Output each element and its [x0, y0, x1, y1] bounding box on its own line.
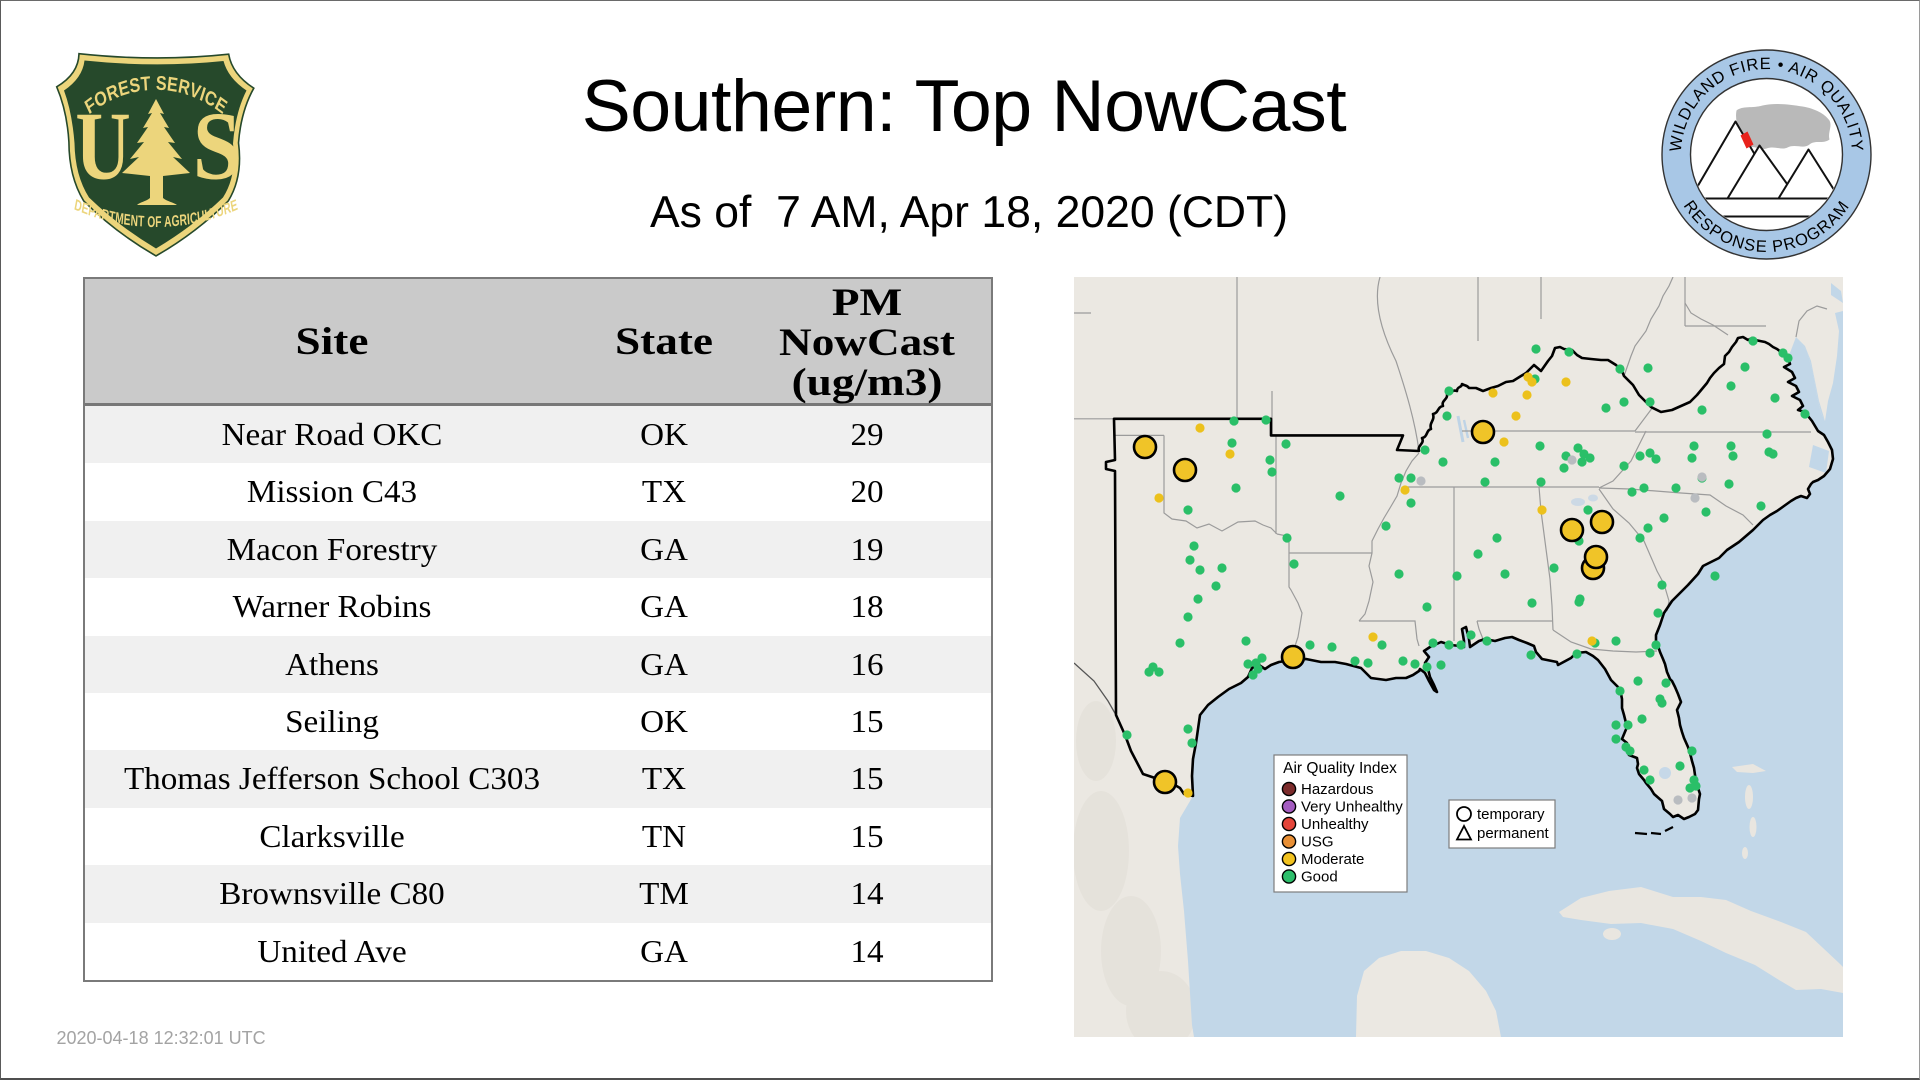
svg-text:Good: Good [1301, 869, 1338, 886]
svg-text:U: U [75, 92, 130, 200]
svg-text:S: S [193, 92, 242, 199]
svg-text:permanent: permanent [1477, 825, 1550, 842]
svg-text:Hazardous: Hazardous [1301, 781, 1374, 798]
svg-text:Air Quality Index: Air Quality Index [1283, 760, 1397, 777]
svg-text:Unhealthy: Unhealthy [1301, 816, 1369, 833]
svg-text:USG: USG [1301, 834, 1334, 851]
svg-text:Moderate: Moderate [1301, 851, 1364, 868]
svg-text:temporary: temporary [1477, 806, 1545, 823]
svg-text:Very Unhealthy: Very Unhealthy [1301, 799, 1403, 816]
